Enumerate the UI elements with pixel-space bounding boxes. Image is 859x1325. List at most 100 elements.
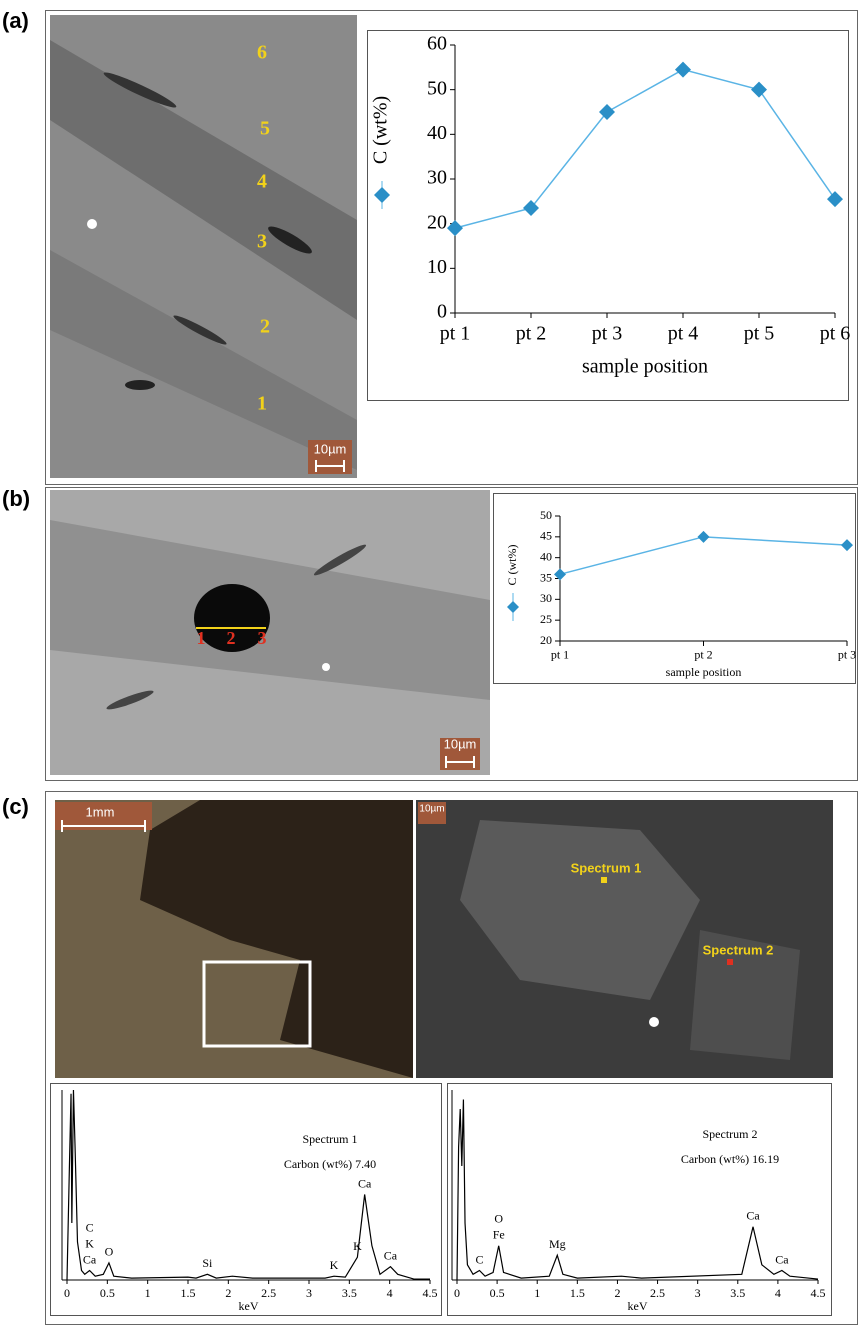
spectrum-line [457, 1100, 818, 1281]
marker [698, 531, 710, 543]
panel-label: (a) [2, 8, 29, 33]
peak-label: Ca [83, 1252, 97, 1266]
image-label: 1 [257, 393, 267, 415]
peak-label: K [353, 1239, 362, 1253]
legend-marker [507, 601, 519, 613]
peak-label: Ca [384, 1248, 398, 1262]
x-tick-label: 0.5 [100, 1286, 115, 1300]
peak-label: Fe [493, 1228, 505, 1242]
x-tick-label: pt 2 [694, 648, 712, 662]
x-axis-label: keV [628, 1299, 648, 1313]
image-label: 2 [227, 628, 236, 648]
sem-image [50, 15, 357, 478]
legend-label: C (wt%) [505, 545, 519, 586]
x-tick-label: 2.5 [261, 1286, 276, 1300]
x-tick-label: 3 [695, 1286, 701, 1300]
x-tick-label: 2.5 [650, 1286, 665, 1300]
y-tick-label: 30 [540, 591, 552, 605]
x-tick-label: 1.5 [181, 1286, 196, 1300]
sem-image [50, 490, 490, 775]
chart-frame [448, 1084, 832, 1316]
micrograph [55, 800, 413, 1078]
spectrum-line [67, 1090, 430, 1280]
series-line [455, 70, 835, 229]
x-tick-label: pt 2 [516, 323, 547, 345]
image-label: 2 [260, 316, 270, 338]
marker [751, 82, 767, 98]
scale-label: 10µm [444, 736, 477, 751]
sem-image [416, 800, 833, 1078]
spectrum-subtitle: Carbon (wt%) 7.40 [284, 1157, 376, 1171]
marker [599, 104, 615, 120]
x-tick-label: 1 [534, 1286, 540, 1300]
panel-label: (c) [2, 794, 29, 819]
y-tick-label: 50 [427, 77, 447, 99]
y-tick-label: 50 [540, 508, 552, 522]
y-tick-label: 45 [540, 529, 552, 543]
marker [523, 200, 539, 216]
x-tick-label: pt 1 [440, 323, 471, 345]
x-tick-label: 0.5 [490, 1286, 505, 1300]
y-tick-label: 60 [427, 33, 447, 55]
marker [447, 220, 463, 236]
image-label: 3 [258, 628, 267, 648]
x-axis-label: sample position [666, 665, 742, 679]
peak-label: C [86, 1220, 94, 1234]
peak-label: Mg [549, 1237, 566, 1251]
marker [827, 191, 843, 207]
x-tick-label: 0 [64, 1286, 70, 1300]
x-tick-label: 2 [614, 1286, 620, 1300]
image-label: 4 [257, 171, 267, 193]
legend-label: C (wt%) [370, 96, 392, 164]
x-tick-label: 0 [454, 1286, 460, 1300]
peak-label: K [85, 1236, 94, 1250]
x-tick-label: pt 3 [838, 648, 856, 662]
peak-label: Ca [775, 1252, 789, 1266]
marker [675, 62, 691, 78]
peak-label: O [494, 1212, 503, 1226]
image-label: 3 [257, 231, 267, 253]
image-label: 1 [197, 628, 206, 648]
x-tick-label: 4 [387, 1286, 393, 1300]
image-label: 6 [257, 42, 267, 64]
x-axis-label: keV [239, 1299, 259, 1313]
y-tick-label: 40 [427, 122, 447, 144]
spectrum-title: Spectrum 2 [703, 1127, 758, 1141]
x-tick-label: pt 5 [744, 323, 775, 345]
y-tick-label: 20 [540, 633, 552, 647]
y-tick-label: 20 [427, 211, 447, 233]
spectrum-title: Spectrum 1 [303, 1132, 358, 1146]
x-tick-label: 2 [225, 1286, 231, 1300]
peak-label: Ca [358, 1176, 372, 1190]
figure: (a) (b) (c) 6 5 4 3 2 1 10µm 1 2 3 10µm [0, 0, 859, 1325]
scale-label: 10µm [314, 441, 347, 456]
y-tick-label: 0 [437, 301, 447, 323]
x-axis-label: sample position [582, 356, 708, 378]
x-tick-label: 1.5 [570, 1286, 585, 1300]
x-tick-label: 4.5 [423, 1286, 438, 1300]
image-label: Spectrum 2 [703, 942, 774, 957]
peak-label: Ca [746, 1209, 760, 1223]
peak-label: O [105, 1245, 114, 1259]
peak-label: K [330, 1258, 339, 1272]
x-tick-label: pt 4 [668, 323, 699, 345]
y-tick-label: 30 [427, 167, 447, 189]
image-label: Spectrum 1 [571, 860, 642, 875]
x-tick-label: 1 [145, 1286, 151, 1300]
chart-frame [494, 494, 856, 684]
x-tick-label: 3.5 [342, 1286, 357, 1300]
legend-marker [374, 187, 390, 203]
y-tick-label: 25 [540, 612, 552, 626]
y-tick-label: 40 [540, 549, 552, 563]
image-label: 5 [260, 118, 270, 140]
scale-label: 10µm [419, 804, 444, 815]
peak-label: Si [202, 1256, 213, 1270]
marker [841, 539, 853, 551]
scale-label: 1mm [86, 804, 115, 819]
x-tick-label: pt 3 [592, 323, 623, 345]
x-tick-label: 4 [775, 1286, 781, 1300]
x-tick-label: 3 [306, 1286, 312, 1300]
x-tick-label: pt 6 [820, 323, 851, 345]
y-tick-label: 10 [427, 256, 447, 278]
panel-label: (b) [2, 486, 30, 511]
